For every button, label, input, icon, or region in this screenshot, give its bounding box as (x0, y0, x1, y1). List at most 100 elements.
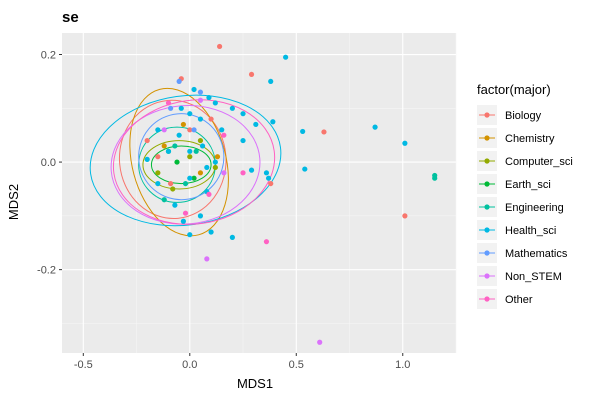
point-biology (168, 180, 174, 187)
point-biology (144, 137, 150, 144)
point-health-sci (187, 175, 193, 181)
point-computer-sci (187, 154, 193, 160)
point-engineering (182, 180, 189, 187)
x-axis-title: MDS1 (237, 376, 273, 391)
point-health-sci (248, 167, 255, 173)
legend-key-point (484, 250, 490, 256)
x-tick-label: -0.5 (74, 359, 93, 371)
legend-key-point (484, 227, 490, 233)
point-health-sci (197, 213, 204, 219)
legend-label-engineering: Engineering (505, 202, 564, 214)
y-tick-label: 0.0 (41, 157, 56, 169)
y-tick-label: -0.2 (37, 265, 56, 277)
point-mathematics (176, 78, 182, 85)
minor-gridlines (62, 33, 457, 353)
point-health-sci (300, 128, 306, 135)
y-axis-ticks: 0.2 0.0 -0.2 (37, 50, 62, 277)
point-earth-sci (174, 159, 180, 165)
legend-label-health-sci: Health_sci (505, 225, 556, 237)
point-health-sci (155, 180, 161, 187)
point-non-stem (317, 339, 323, 345)
point-chemistry (214, 154, 221, 160)
point-biology (248, 71, 255, 78)
x-tick-label: 0.5 (289, 359, 304, 371)
point-health-sci (219, 127, 225, 133)
point-biology (155, 154, 161, 160)
legend-key-point (484, 112, 490, 118)
point-health-sci (283, 54, 289, 60)
point-health-sci (212, 100, 218, 106)
point-other (182, 210, 189, 216)
legend-key-point (484, 181, 490, 187)
legend-label-biology: Biology (505, 110, 542, 122)
point-health-sci (265, 175, 272, 181)
point-health-sci (191, 86, 197, 93)
point-health-sci (229, 234, 235, 240)
point-chemistry (197, 170, 204, 176)
point-biology (321, 129, 327, 135)
point-earth-sci (191, 175, 197, 181)
point-non-stem (197, 97, 204, 103)
scatter-points (144, 43, 438, 345)
x-tick-label: 1.0 (395, 359, 410, 371)
point-engineering (172, 143, 178, 149)
point-mathematics (168, 105, 174, 111)
ellipse-engineering (138, 126, 216, 203)
point-health-sci (212, 159, 218, 165)
y-axis-title: MDS2 (6, 184, 21, 220)
point-health-sci (197, 116, 204, 122)
plot-panel (62, 33, 456, 353)
point-health-sci (187, 232, 193, 238)
point-health-sci (240, 111, 246, 117)
point-health-sci (155, 127, 161, 133)
x-tick-label: 0.0 (182, 359, 197, 371)
point-health-sci (204, 164, 210, 171)
ellipse-chemistry (129, 87, 229, 237)
point-health-sci (268, 78, 274, 85)
legend-key-point (484, 296, 490, 302)
point-engineering (193, 148, 199, 154)
point-health-sci (229, 105, 235, 111)
point-health-sci (240, 137, 246, 144)
legend-label-chemistry: Chemistry (505, 133, 555, 145)
point-computer-sci (212, 164, 218, 171)
point-health-sci (302, 166, 308, 172)
point-health-sci (176, 132, 182, 138)
point-computer-sci (197, 137, 204, 144)
point-health-sci (270, 119, 276, 125)
point-health-sci (263, 170, 270, 176)
point-chemistry (180, 121, 186, 128)
legend-items: Biology Chemistry Computer_sci Earth_sci Eng… (477, 105, 573, 309)
ellipse-other (112, 99, 276, 225)
legend-label-computer-sci: Computer_sci (505, 156, 573, 168)
legend-label-non-stem: Non_STEM (505, 271, 562, 283)
point-other (165, 100, 172, 106)
point-mathematics (191, 127, 197, 133)
point-engineering (161, 197, 167, 203)
point-health-sci (172, 202, 178, 208)
point-health-sci (253, 121, 259, 128)
point-chemistry (161, 143, 167, 149)
chart-title: se (62, 9, 79, 26)
point-non-stem (161, 127, 167, 133)
legend-key-point (484, 273, 490, 279)
point-computer-sci (170, 186, 176, 192)
point-health-sci (199, 143, 206, 149)
ellipse-non-stem (110, 104, 261, 225)
ellipse-earth-sci (150, 145, 212, 185)
legend-key-point (484, 204, 490, 210)
point-other (221, 132, 227, 138)
point-health-sci (208, 229, 214, 235)
point-health-sci (206, 94, 212, 101)
legend-label-other: Other (505, 294, 533, 306)
point-other (240, 170, 246, 176)
x-axis-ticks: -0.5 0.0 0.5 1.0 (74, 353, 410, 371)
point-mathematics (197, 89, 204, 95)
point-non-stem (204, 256, 210, 262)
legend-key-point (484, 158, 490, 164)
confidence-ellipses (89, 87, 282, 237)
point-health-sci (165, 148, 172, 154)
legend: factor(major) Biology Chemistry Computer_s… (477, 82, 573, 309)
y-tick-label: 0.2 (41, 50, 56, 62)
